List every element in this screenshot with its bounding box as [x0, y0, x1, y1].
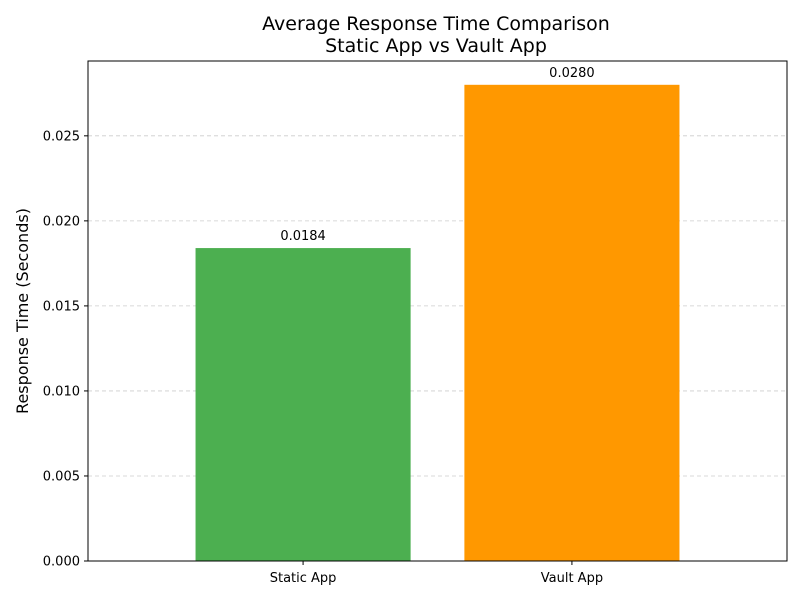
bar-value-label: 0.0280 [549, 66, 595, 81]
chart-title-line-1: Average Response Time Comparison [262, 13, 610, 35]
y-tick-label: 0.015 [43, 299, 80, 314]
y-tick-label: 0.020 [43, 214, 80, 229]
y-tick-label: 0.005 [43, 469, 80, 484]
y-tick-label: 0.010 [43, 384, 80, 399]
bar-value-label: 0.0184 [280, 229, 326, 244]
x-tick-label: Vault App [541, 571, 603, 586]
x-tick-label: Static App [270, 571, 337, 586]
grid-lines [88, 135, 787, 477]
y-tick-label: 0.025 [43, 129, 80, 144]
data-labels: 0.0184 0.0280 [280, 66, 594, 244]
x-ticks: Static App Vault App [270, 561, 603, 586]
bars [195, 84, 680, 562]
y-axis-label: Response Time (Seconds) [13, 208, 32, 414]
bar-static-app [195, 248, 411, 561]
bar-vault-app [464, 84, 680, 562]
y-tick-label: 0.000 [43, 555, 80, 570]
y-ticks: 0.000 0.005 0.010 0.015 0.020 0.025 [43, 129, 88, 570]
chart-title-line-2: Static App vs Vault App [325, 35, 547, 57]
plot-frame [87, 60, 788, 562]
